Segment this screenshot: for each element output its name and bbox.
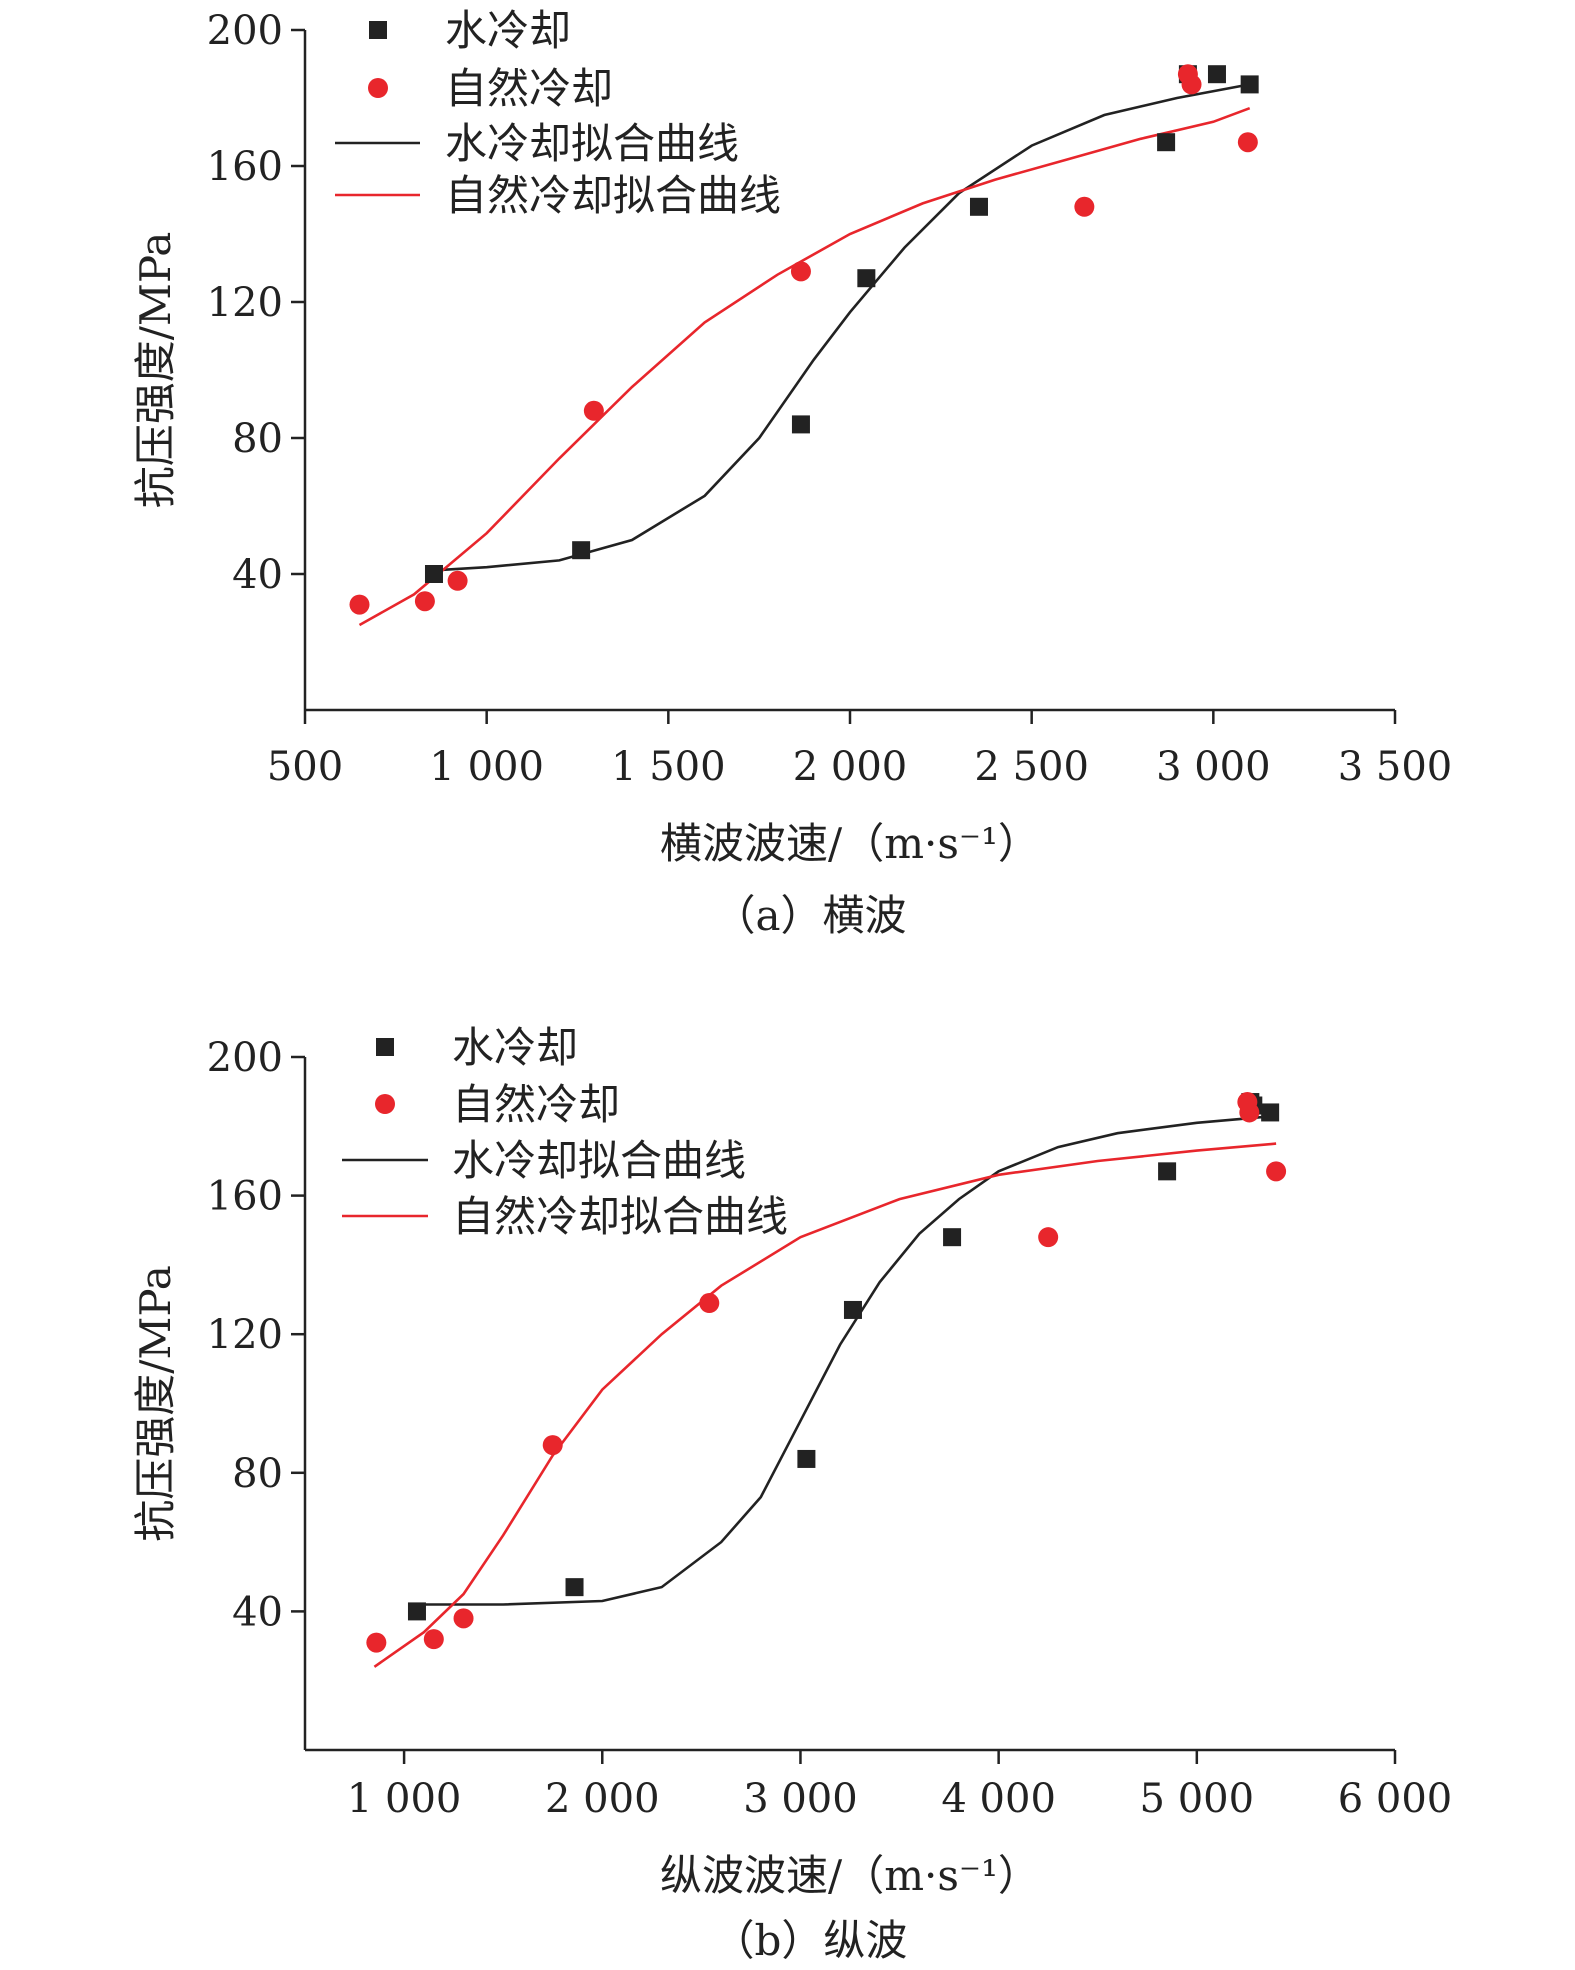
natural-cooling-point — [414, 591, 435, 612]
x-tick-label: 1 500 — [611, 744, 726, 790]
natural-cooling-point — [366, 1632, 387, 1653]
legend-label: 自然冷却拟合曲线 — [452, 1192, 788, 1241]
x-tick-label: 6 000 — [1338, 1776, 1453, 1822]
y-tick-label: 200 — [207, 1035, 283, 1081]
natural-cooling-point — [423, 1629, 444, 1650]
y-tick-label: 80 — [232, 1451, 283, 1497]
water-cooling-point — [857, 269, 876, 288]
y-tick-label: 160 — [207, 144, 283, 190]
chart-caption: （b）纵波 — [713, 1916, 908, 1965]
y-axis-label: 抗压强度/MPa — [131, 1265, 180, 1542]
x-tick-label: 3 000 — [1156, 744, 1271, 790]
fit-curve — [373, 1142, 1277, 1668]
legend-square-marker — [369, 21, 387, 39]
natural-cooling-point — [1074, 196, 1095, 217]
x-tick-label: 3 000 — [743, 1776, 858, 1822]
x-tick-label: 5 000 — [1140, 1776, 1255, 1822]
x-tick-label: 500 — [267, 744, 343, 790]
natural-cooling-point — [1038, 1227, 1059, 1248]
chart-caption: （a）横波 — [713, 891, 906, 940]
natural-cooling-point — [349, 594, 370, 615]
x-axis-label: 横波波速/（m·s⁻¹） — [660, 819, 1040, 868]
x-axis-label: 纵波波速/（m·s⁻¹） — [660, 1851, 1040, 1900]
legend-circle-marker — [375, 1094, 395, 1114]
legend-label: 水冷却 — [445, 6, 571, 55]
water-cooling-point — [1158, 1162, 1177, 1181]
y-tick-label: 80 — [232, 416, 283, 462]
water-cooling-point — [1207, 65, 1226, 84]
water-cooling-point — [572, 541, 591, 560]
chart-b: 40 80 120 160 200 1 000 2 000 3 000 4 000 5 000 6 … — [131, 1023, 1452, 1965]
y-tick-label: 200 — [207, 8, 283, 54]
water-cooling-point — [565, 1578, 584, 1597]
legend-label: 自然冷却拟合曲线 — [445, 171, 781, 220]
y-tick-label: 120 — [207, 1312, 283, 1358]
legend-square-marker — [376, 1038, 394, 1056]
legend-label: 水冷却拟合曲线 — [452, 1136, 746, 1185]
legend-label: 自然冷却 — [445, 64, 613, 113]
x-tick-label: 1 000 — [347, 1776, 462, 1822]
y-tick-label: 160 — [207, 1174, 283, 1220]
water-cooling-point — [797, 1449, 816, 1468]
y-tick-label: 40 — [232, 1589, 283, 1635]
natural-cooling-point — [1239, 1102, 1260, 1123]
legend-label: 水冷却拟合曲线 — [445, 119, 739, 168]
legend-label: 自然冷却 — [452, 1080, 620, 1129]
y-tick-label: 120 — [207, 280, 283, 326]
fit-curve — [430, 83, 1250, 572]
natural-cooling-point — [453, 1608, 474, 1629]
water-cooling-point — [1261, 1103, 1280, 1122]
natural-cooling-point — [1237, 132, 1258, 153]
x-tick-label: 1 000 — [429, 744, 544, 790]
legend-circle-marker — [368, 78, 388, 98]
x-tick-label: 4 000 — [941, 1776, 1056, 1822]
water-cooling-point — [843, 1300, 862, 1319]
y-axis-label: 抗压强度/MPa — [131, 232, 180, 509]
water-cooling-point — [407, 1602, 426, 1621]
natural-cooling-point — [699, 1293, 720, 1314]
fit-curve — [358, 106, 1251, 627]
water-cooling-point — [424, 565, 443, 583]
natural-cooling-point — [1266, 1161, 1287, 1182]
x-tick-label: 2 000 — [793, 744, 908, 790]
natural-cooling-point — [583, 400, 604, 421]
fit-curve — [416, 1114, 1277, 1606]
x-tick-label: 2 000 — [545, 1776, 660, 1822]
chart-a: 40 80 120 160 200 500 1 000 1 500 2 000 2 500 3 00… — [131, 6, 1452, 940]
natural-cooling-point — [542, 1435, 563, 1456]
water-cooling-point — [943, 1228, 962, 1247]
natural-cooling-point — [790, 261, 811, 282]
water-cooling-point — [1240, 75, 1259, 94]
natural-cooling-point — [1181, 74, 1202, 95]
y-tick-label: 40 — [232, 552, 283, 598]
x-tick-label: 3 500 — [1338, 744, 1453, 790]
x-tick-label: 2 500 — [974, 744, 1089, 790]
water-cooling-point — [791, 415, 810, 434]
natural-cooling-point — [447, 570, 468, 591]
water-cooling-point — [1157, 133, 1176, 152]
legend-label: 水冷却 — [452, 1023, 578, 1072]
water-cooling-point — [969, 197, 988, 216]
